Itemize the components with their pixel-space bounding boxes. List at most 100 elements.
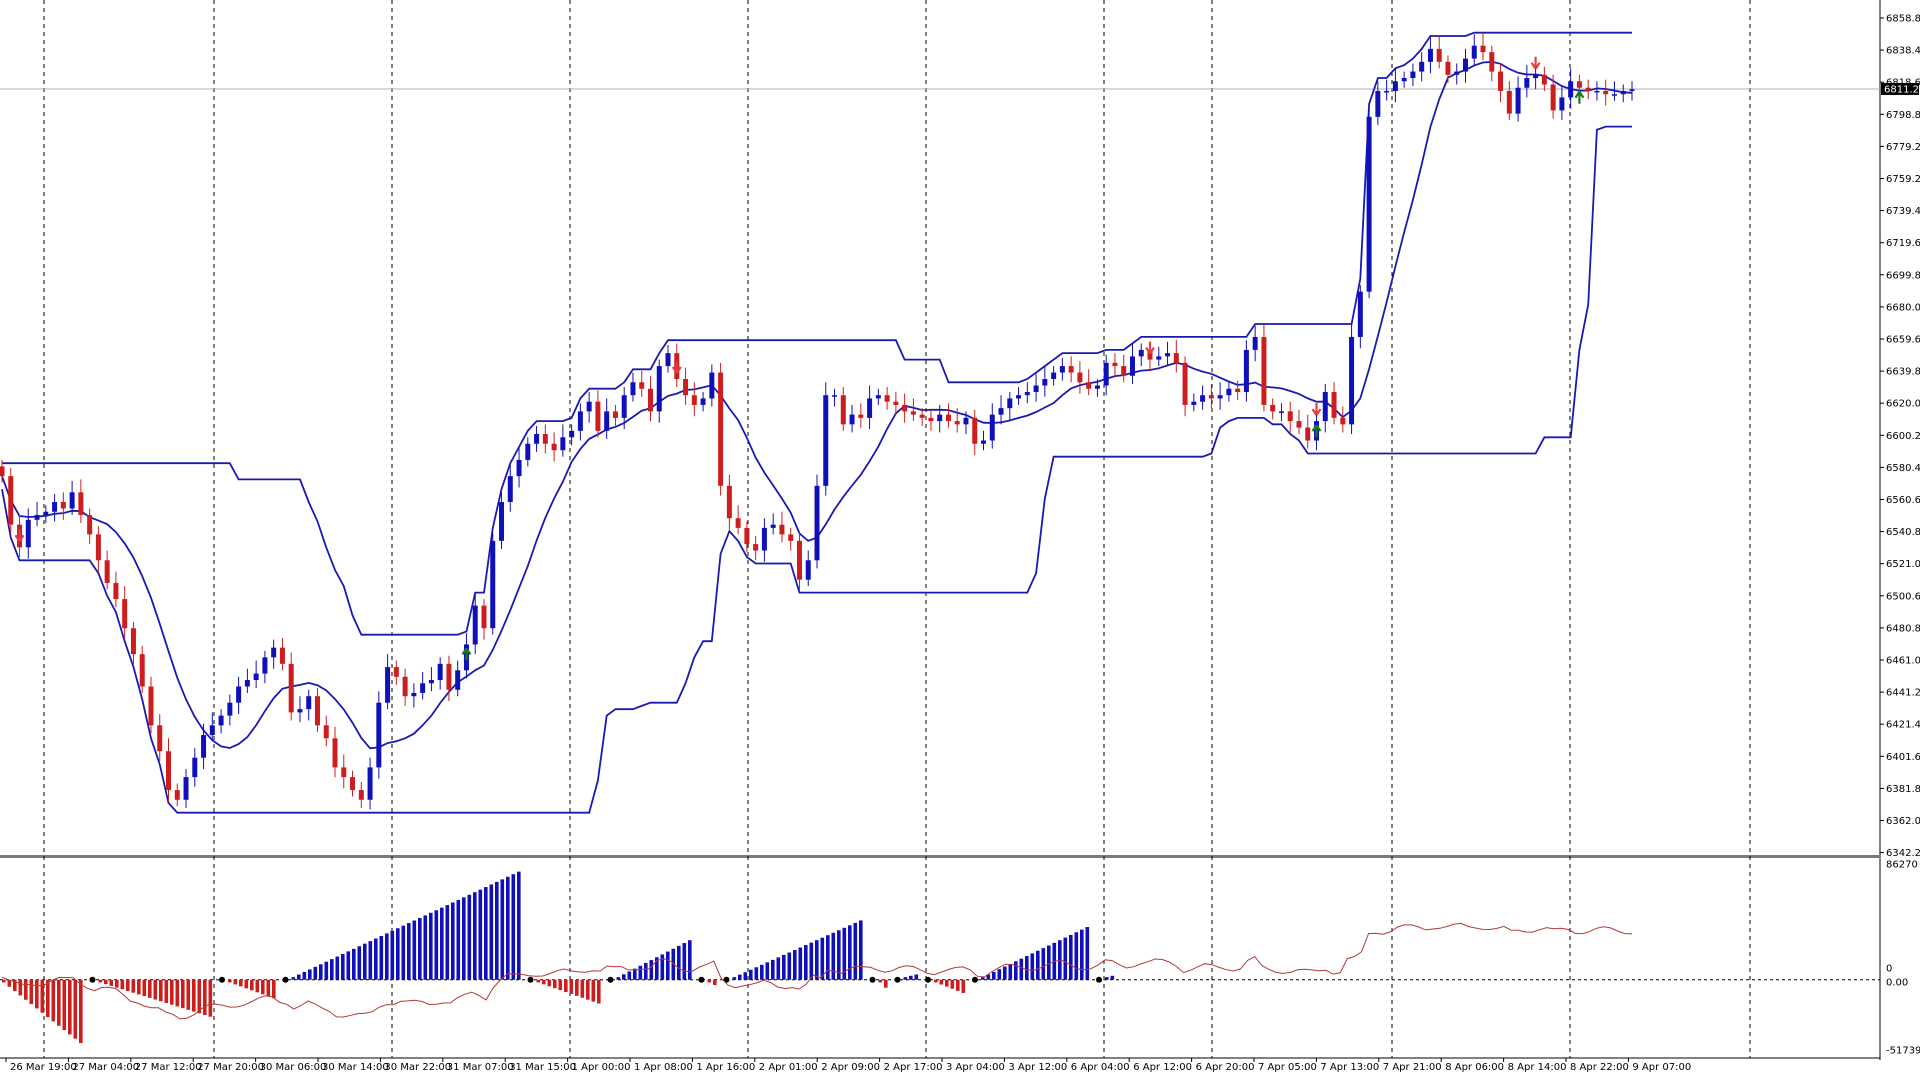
oscillator-bar [186, 979, 191, 1010]
candle-body [244, 680, 250, 687]
candle-body [823, 395, 829, 486]
candle-body [428, 680, 434, 684]
candle-body [385, 667, 391, 703]
down-arrow-signal [1530, 56, 1541, 70]
price-tick-label: 6858.80 [1886, 14, 1920, 25]
candle-body [910, 411, 916, 415]
oscillator-bar [159, 979, 163, 1002]
oscillator-bar [633, 968, 637, 980]
oscillator-bar [29, 979, 34, 1005]
price-tick-label: 6620.00 [1886, 399, 1920, 410]
candle-body [8, 476, 14, 525]
oscillator-bar [261, 979, 265, 995]
candle-body [43, 511, 49, 515]
candle-body [148, 686, 154, 726]
oscillator-bar [478, 889, 483, 980]
candle-body [586, 401, 592, 412]
candle-body [446, 663, 452, 690]
candle-body [1515, 87, 1521, 114]
candle-body [1059, 366, 1065, 373]
candle-body [1462, 58, 1468, 72]
candle-body [1156, 356, 1162, 360]
oscillator-bar [956, 979, 960, 991]
candle-body [1094, 385, 1100, 389]
oscillator-bar [707, 979, 712, 983]
oscillator-bar [732, 977, 737, 980]
candle-body [656, 366, 662, 412]
oscillator-bar [1003, 966, 1007, 980]
price-tick-label: 6779.20 [1886, 142, 1920, 153]
oscillator-bar [909, 975, 913, 980]
oscillator-bar [170, 979, 174, 1005]
oscillator-bar [826, 935, 830, 980]
oscillator-bar [434, 910, 439, 980]
oscillator-bar [24, 979, 28, 1000]
oscillator-bar [1063, 937, 1068, 980]
price-tick-label: 6362.00 [1886, 816, 1920, 827]
candle-body [1392, 81, 1398, 91]
candle-body [437, 663, 443, 681]
oscillator-bar [500, 879, 505, 980]
candle-body [1121, 366, 1127, 376]
time-tick-label: 1 Apr 08:00 [634, 1062, 693, 1073]
candle-body [1270, 404, 1276, 412]
time-tick-label: 1 Apr 16:00 [696, 1062, 755, 1073]
oscillator-bar [569, 979, 574, 994]
time-tick-label: 1 Apr 00:00 [572, 1062, 631, 1073]
candle-body [25, 519, 31, 548]
candle-body [1340, 417, 1346, 425]
oscillator-cross-dot [723, 976, 730, 983]
time-tick-label: 30 Mar 14:00 [322, 1062, 389, 1073]
candle-body [718, 372, 724, 486]
candle-body [1506, 90, 1512, 114]
candle-body [183, 777, 189, 800]
oscillator-bar [451, 902, 455, 980]
oscillator-bar [73, 979, 78, 1039]
candle-body [472, 605, 478, 645]
price-tick-label: 6421.40 [1886, 720, 1920, 731]
candle-body [279, 647, 285, 664]
oscillator-bar [666, 951, 670, 980]
oscillator-bar [330, 959, 334, 980]
candle-body [1357, 291, 1363, 337]
oscillator-bar [115, 979, 119, 988]
oscillator-bar [558, 979, 563, 991]
candle-body [709, 372, 715, 399]
oscillator-cross-dot [89, 976, 96, 983]
oscillator-bar [934, 979, 938, 983]
candle-body [516, 459, 522, 477]
oscillator-bar [743, 972, 748, 980]
candle-body [621, 395, 627, 418]
candle-body [981, 440, 987, 444]
candle-body [157, 725, 163, 752]
oscillator-bar [1030, 953, 1035, 980]
candle-body [1489, 52, 1495, 72]
oscillator-bar [148, 979, 152, 998]
current-price-label: 6811.25 [1884, 84, 1920, 95]
oscillator-bar [1080, 929, 1084, 980]
oscillator-bar [798, 947, 803, 980]
candle-body [1533, 74, 1539, 79]
candle-body [104, 560, 110, 583]
oscillator-bar [859, 920, 863, 980]
candle-body [236, 686, 242, 703]
oscillator-cross-dot [219, 976, 225, 983]
oscillator-bar [804, 945, 808, 980]
candle-body [1401, 78, 1407, 82]
oscillator-bar [809, 942, 814, 980]
oscillator-bar [1110, 975, 1115, 980]
oscillator-bar [878, 979, 883, 983]
oscillator-bar [749, 969, 753, 980]
candle-body [1173, 353, 1179, 363]
candle-body [1138, 349, 1144, 357]
time-tick-label: 8 Apr 14:00 [1508, 1062, 1567, 1073]
oscillator-cross-dot [282, 976, 289, 983]
oscillator-bar [1041, 948, 1046, 980]
oscillator-bar [575, 979, 579, 996]
candle-body [420, 683, 426, 693]
candle-body [1016, 395, 1022, 399]
up-arrow-signal [1574, 91, 1585, 104]
price-tick-label: 6381.80 [1886, 784, 1920, 795]
candle-body [1375, 90, 1381, 117]
